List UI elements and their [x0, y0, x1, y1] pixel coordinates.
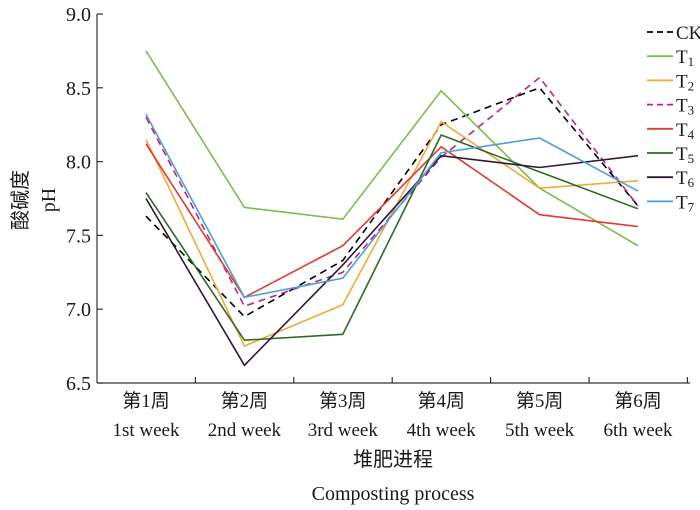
series-lines [145, 50, 639, 367]
y-tick-label: 8.5 [66, 78, 91, 100]
x-tick-label-en: 4th week [407, 420, 477, 441]
series-line-t5 [145, 133, 639, 342]
y-tick-label: 6.5 [66, 373, 91, 395]
y-axis-title: 酸碱度 [9, 170, 32, 230]
y-tick-label: 8.0 [66, 152, 91, 174]
x-axis-title-en: Composting process [312, 483, 475, 505]
x-tick-label-zh: 第2周 [221, 390, 269, 412]
series-line-t4 [145, 143, 639, 299]
y-axis-title-zh: 酸碱度 [9, 170, 32, 230]
series-line-t2 [145, 120, 639, 348]
legend-label-t3: T3 [676, 96, 694, 118]
x-ticks: 第1周 1st week 第2周 2nd week 第3周 3rd week 第4周 4th … [112, 377, 689, 441]
series-line-t1 [145, 50, 639, 247]
x-tick-label-zh: 第4周 [417, 390, 465, 412]
x-tick-label-en: 5th week [505, 420, 575, 441]
series-line-t6 [145, 154, 639, 367]
legend-label-ck: CK [676, 23, 700, 44]
x-tick-label-en: 2nd week [208, 420, 282, 441]
y-tick-label: 7.5 [66, 225, 91, 247]
x-tick-label-en: 6th week [603, 420, 673, 441]
y-tick-label: 7.0 [66, 299, 91, 321]
x-tick-label-zh: 第6周 [614, 390, 662, 412]
legend-label-t6: T6 [676, 168, 695, 190]
x-tick-label-en: 1st week [112, 420, 180, 441]
legend-label-t4: T4 [676, 120, 695, 142]
legend-label-t2: T2 [676, 71, 694, 93]
x-axis-title-zh: 堆肥进程 [353, 448, 433, 471]
y-axis-subtitle: pH [38, 188, 60, 212]
x-tick-label-zh: 第3周 [319, 390, 367, 412]
y-ticks: 6.5 7.0 7.5 8.0 8.5 9.0 [66, 4, 103, 395]
x-tick-label-zh: 第1周 [122, 390, 170, 412]
legend-label-t1: T1 [676, 47, 694, 69]
legend-label-t5: T5 [676, 144, 694, 166]
legend-label-t7: T7 [676, 192, 695, 214]
series-line-t7 [145, 114, 639, 299]
y-tick-label: 9.0 [66, 4, 91, 26]
x-tick-label-en: 3rd week [308, 420, 379, 441]
y-axis-title-en: pH [38, 188, 60, 212]
series-line-ck [145, 86, 639, 318]
x-tick-label-zh: 第5周 [516, 390, 564, 412]
